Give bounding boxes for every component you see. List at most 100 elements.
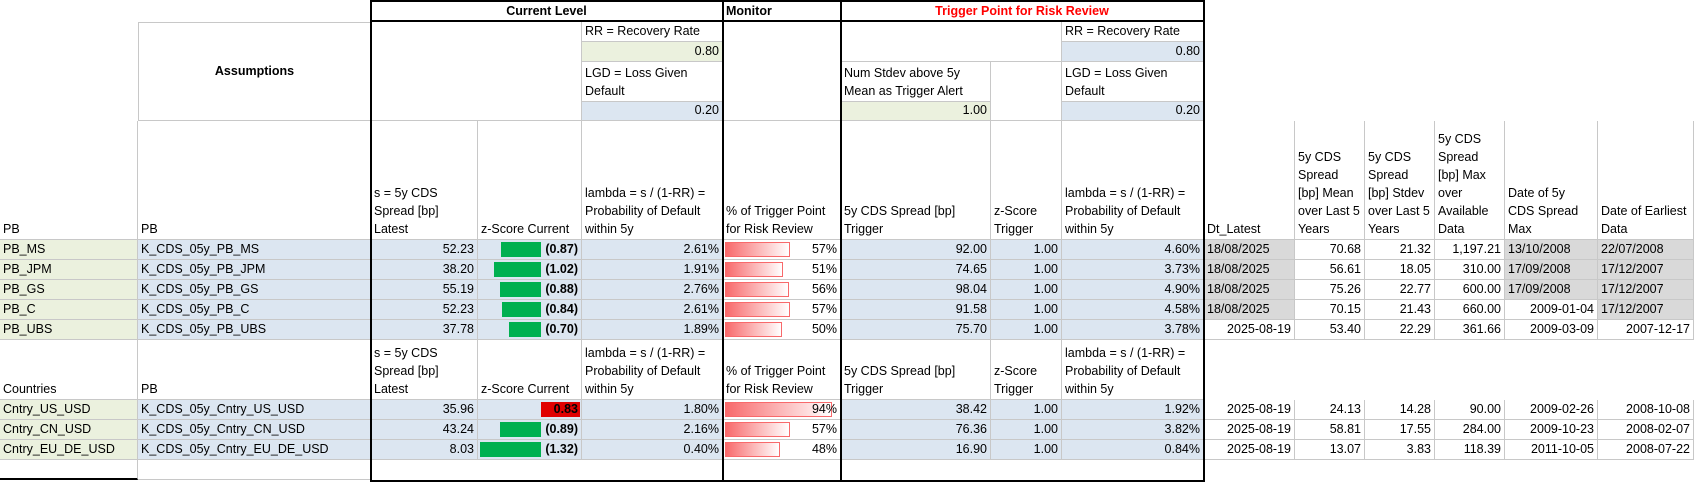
- cell-text: K_CDS_05y_PB_MS: [141, 242, 260, 256]
- data-cell: 4.60%: [1062, 240, 1204, 260]
- data-cell: 1.00: [991, 320, 1062, 340]
- cell-text: % of Trigger Point for Risk Review: [726, 364, 826, 396]
- data-cell: 2009-03-09: [1505, 320, 1598, 340]
- data-cell: 1.00: [991, 300, 1062, 320]
- cell-text: PB: [141, 382, 158, 396]
- cell-text: (1.02): [545, 262, 578, 276]
- cell: Num Stdev above 5y Mean as Trigger Alert: [841, 62, 991, 102]
- cell-text: Date of 5y CDS Spread Max: [1508, 186, 1579, 236]
- cell-text: 14.28: [1399, 402, 1431, 416]
- cell-text: (0.84): [545, 302, 578, 316]
- cell-text: 2009-03-09: [1530, 322, 1594, 336]
- data-cell: Cntry_CN_USD: [0, 420, 138, 440]
- data-cell: 70.68: [1295, 240, 1365, 260]
- cell-text: 1.80%: [683, 402, 719, 416]
- cell-text: 5y CDS Spread [bp] Trigger: [844, 204, 956, 236]
- cell-text: Date of Earliest Data: [1601, 204, 1687, 236]
- data-cell: 52.23: [371, 240, 478, 260]
- cell-text: LGD = Loss Given Default: [585, 66, 688, 98]
- data-cell: 310.00: [1435, 260, 1505, 280]
- cell-text: K_CDS_05y_PB_UBS: [141, 322, 267, 336]
- cell-text: 75.70: [955, 322, 987, 336]
- cell-text: 94%: [811, 402, 837, 416]
- cell-text: 5y CDS Spread [bp] Mean over Last 5 Year…: [1298, 150, 1360, 236]
- cell: [991, 62, 1062, 121]
- z-score-bar: [500, 422, 542, 437]
- data-cell: 660.00: [1435, 300, 1505, 320]
- cell: [138, 460, 371, 480]
- data-cell: 2025-08-19: [1204, 400, 1295, 420]
- cell-text: 1.00: [1033, 422, 1058, 436]
- cell-text: (1.32): [545, 442, 578, 456]
- data-cell: 2007-12-17: [1598, 320, 1694, 340]
- cell-text: Monitor: [726, 4, 772, 18]
- data-cell: K_CDS_05y_PB_C: [138, 300, 371, 320]
- cell-text: 90.00: [1469, 402, 1501, 416]
- cell-text: PB: [141, 222, 158, 236]
- cell-text: 1.00: [962, 103, 987, 117]
- cell: RR = Recovery Rate: [582, 22, 723, 42]
- data-cell: 21.43: [1365, 300, 1435, 320]
- cell-text: 2025-08-19: [1227, 322, 1291, 336]
- data-cell: 52.23: [371, 300, 478, 320]
- cell-text: 43.24: [442, 422, 474, 436]
- data-cell: 74.65: [841, 260, 991, 280]
- data-cell: 2008-02-07: [1598, 420, 1694, 440]
- cell-text: 361.66: [1462, 322, 1501, 336]
- data-cell: 37.78: [371, 320, 478, 340]
- data-cell: 17/12/2007: [1598, 280, 1694, 300]
- cell-text: lambda = s / (1-RR) = Probability of Def…: [1065, 186, 1186, 236]
- cell-text: 0.80: [694, 44, 719, 58]
- data-cell: 2008-07-22: [1598, 440, 1694, 460]
- data-cell: K_CDS_05y_PB_UBS: [138, 320, 371, 340]
- z-score-cell: 0.83: [478, 400, 582, 420]
- cell-text: 3.78%: [1164, 322, 1200, 336]
- cell-text: 2.61%: [683, 302, 719, 316]
- cell-text: (0.70): [545, 322, 578, 336]
- column-header: Date of 5y CDS Spread Max: [1505, 121, 1598, 240]
- cell-text: 284.00: [1462, 422, 1501, 436]
- cell-text: 98.04: [955, 282, 987, 296]
- cell-text: lambda = s / (1-RR) = Probability of Def…: [585, 346, 706, 396]
- cell: 0.80: [582, 42, 723, 62]
- data-cell: 600.00: [1435, 280, 1505, 300]
- cell-text: z-Score Current: [481, 382, 570, 396]
- column-header: z-Score Trigger: [991, 121, 1062, 240]
- data-cell: 118.39: [1435, 440, 1505, 460]
- cell-text: PB_UBS: [3, 322, 53, 336]
- cell-text: 55.19: [442, 282, 474, 296]
- data-cell: Cntry_US_USD: [0, 400, 138, 420]
- cell-text: PB_JPM: [3, 262, 52, 276]
- cell: 1.00: [841, 102, 991, 121]
- cell-text: 3.73%: [1164, 262, 1200, 276]
- cell-text: 2007-12-17: [1626, 322, 1690, 336]
- data-cell: 91.58: [841, 300, 991, 320]
- data-cell: 3.78%: [1062, 320, 1204, 340]
- cell-text: 18/08/2025: [1207, 302, 1270, 316]
- column-header: 5y CDS Spread [bp] Stdev over Last 5 Yea…: [1365, 121, 1435, 240]
- cell-text: 310.00: [1462, 262, 1501, 276]
- z-score-bar: [493, 262, 542, 277]
- column-header: Countries: [0, 340, 138, 400]
- column-header: z-Score Current: [478, 340, 582, 400]
- cell-text: 2025-08-19: [1227, 402, 1291, 416]
- cell-text: 1.89%: [683, 322, 719, 336]
- data-cell: 4.58%: [1062, 300, 1204, 320]
- data-cell: K_CDS_05y_Cntry_CN_USD: [138, 420, 371, 440]
- data-cell: 13.07: [1295, 440, 1365, 460]
- cell-text: K_CDS_05y_Cntry_EU_DE_USD: [141, 442, 329, 456]
- cell-text: Dt_Latest: [1207, 222, 1261, 236]
- data-cell: 284.00: [1435, 420, 1505, 440]
- data-cell: 22.77: [1365, 280, 1435, 300]
- cell-text: 56%: [811, 282, 837, 296]
- data-cell: 0.84%: [1062, 440, 1204, 460]
- cell-text: LGD = Loss Given Default: [1065, 66, 1168, 98]
- cell-text: RR = Recovery Rate: [1065, 24, 1180, 38]
- data-cell: 18/08/2025: [1204, 300, 1295, 320]
- cell-text: 2.76%: [683, 282, 719, 296]
- z-score-bar: [508, 322, 542, 337]
- data-cell: 2.61%: [582, 300, 723, 320]
- data-cell: Cntry_EU_DE_USD: [0, 440, 138, 460]
- data-cell: PB_GS: [0, 280, 138, 300]
- cell-text: 51%: [811, 262, 837, 276]
